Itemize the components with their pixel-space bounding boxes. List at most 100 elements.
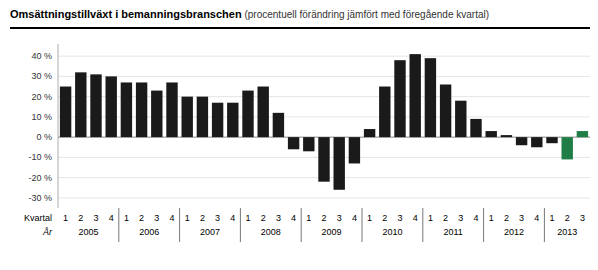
x-tick-label: 2	[261, 213, 266, 223]
x-group-label: År	[42, 227, 53, 237]
bar	[334, 137, 345, 190]
y-tick-label: 40 %	[31, 51, 52, 61]
x-tick-label: 3	[93, 213, 98, 223]
group-separator	[483, 208, 484, 242]
bar	[136, 82, 147, 137]
bar	[546, 137, 557, 143]
bar	[425, 58, 436, 137]
title-rule	[10, 27, 590, 29]
group-label: 2009	[322, 227, 342, 237]
title-main: Omsättningstillväxt i bemanningsbransche…	[10, 8, 242, 20]
x-tick-label: 2	[443, 213, 448, 223]
y-tick-label: 30 %	[31, 71, 52, 81]
bar	[182, 97, 193, 137]
y-axis-line	[58, 44, 59, 208]
bar	[273, 113, 284, 137]
bar	[486, 131, 497, 137]
bar	[242, 91, 253, 138]
x-tick-label: 2	[504, 213, 509, 223]
bar	[151, 91, 162, 138]
grid-line	[58, 56, 590, 57]
bar	[410, 54, 421, 137]
grid	[58, 56, 590, 198]
x-tick-label: 4	[291, 213, 296, 223]
bar	[106, 76, 117, 137]
x-tick-label: 1	[124, 213, 129, 223]
x-tick-label: 2	[321, 213, 326, 223]
x-tick-label: 1	[245, 213, 250, 223]
bar	[501, 135, 512, 137]
y-tick-label: 10 %	[31, 112, 52, 122]
group-separator	[422, 208, 423, 242]
group-label: 2011	[444, 227, 463, 237]
group-label: 2005	[78, 227, 98, 237]
x-tick-label: 4	[230, 213, 235, 223]
group-label: 2013	[557, 227, 577, 237]
x-tick-label: 1	[367, 213, 372, 223]
x-axis-label: Kvartal	[24, 213, 52, 223]
bar	[258, 87, 269, 138]
x-tick-label: 4	[169, 213, 174, 223]
bar	[90, 74, 101, 137]
x-tick-label: 2	[139, 213, 144, 223]
x-tick-label: 2	[565, 213, 570, 223]
chart: Omsättningstillväxt i bemanningsbransche…	[0, 0, 598, 270]
bar	[364, 129, 375, 137]
x-tick-label: 4	[413, 213, 418, 223]
group-label: 2010	[382, 227, 402, 237]
group-label: 2012	[504, 227, 524, 237]
bar	[318, 137, 329, 182]
bar	[531, 137, 542, 147]
x-tick-label: 1	[185, 213, 190, 223]
x-tick-label: 3	[397, 213, 402, 223]
group-separator	[179, 208, 180, 242]
group-separator	[362, 208, 363, 242]
y-tick-label: -10 %	[28, 152, 52, 162]
x-tick-label: 1	[63, 213, 68, 223]
bar	[121, 82, 132, 137]
bar	[197, 97, 208, 137]
x-tick-label: 3	[580, 213, 585, 223]
grid-line	[58, 197, 590, 198]
bar	[288, 137, 299, 149]
grid-line	[58, 76, 590, 77]
x-tick-label: 3	[276, 213, 281, 223]
bar	[303, 137, 314, 151]
y-tick-label: -20 %	[28, 173, 52, 183]
x-tick-label: 3	[154, 213, 159, 223]
x-tick-label: 2	[78, 213, 83, 223]
x-tick-label: 1	[549, 213, 554, 223]
bar	[227, 103, 238, 137]
bar	[470, 119, 481, 137]
group-label: 2008	[261, 227, 281, 237]
x-tick-label: 2	[382, 213, 387, 223]
bar	[562, 137, 573, 159]
bar	[394, 60, 405, 137]
x-tick-label: 4	[534, 213, 539, 223]
bar	[455, 101, 466, 137]
group-separator	[544, 208, 545, 242]
bar	[212, 103, 223, 137]
y-tick-label: 0 %	[36, 132, 52, 142]
x-tick-label: 4	[473, 213, 478, 223]
x-tick-label: 1	[489, 213, 494, 223]
x-tick-label: 1	[306, 213, 311, 223]
title: Omsättningstillväxt i bemanningsbransche…	[10, 8, 489, 20]
group-label: 2007	[200, 227, 220, 237]
x-tick-label: 2	[200, 213, 205, 223]
bar	[349, 137, 360, 163]
x-tick-label: 3	[458, 213, 463, 223]
bar	[75, 72, 86, 137]
y-tick-label: 20 %	[31, 92, 52, 102]
group-separator	[118, 208, 119, 242]
group-label: 2006	[139, 227, 159, 237]
bar	[166, 82, 177, 137]
bar	[577, 131, 588, 137]
bars	[60, 54, 588, 190]
subtitle: (procentuell förändring jämfört med före…	[242, 9, 489, 20]
x-tick-label: 1	[428, 213, 433, 223]
x-tick-label: 3	[337, 213, 342, 223]
group-separator	[301, 208, 302, 242]
bar	[60, 87, 71, 138]
x-tick-label: 3	[519, 213, 524, 223]
